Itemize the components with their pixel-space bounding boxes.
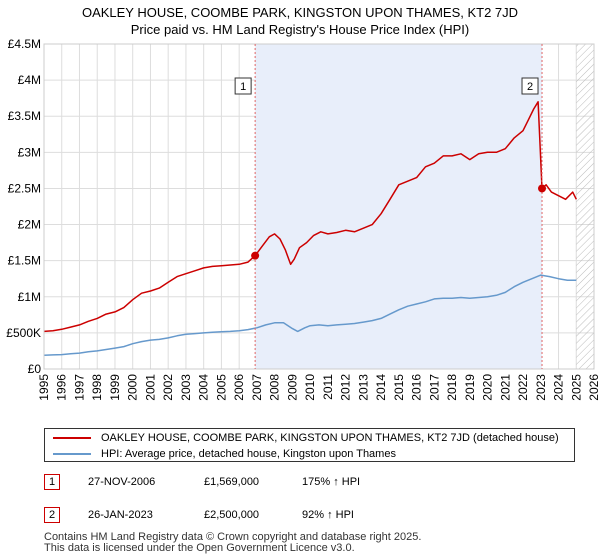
sale-price: £2,500,000 [204,509,260,521]
legend-swatch-hpi [53,453,91,455]
y-tick-label: £3M [18,145,41,159]
plot-frame [43,43,595,370]
shaded-period [255,44,594,369]
x-tick-label: 2023 [534,374,548,401]
series-line [43,274,577,357]
legend-label-property: OAKLEY HOUSE, COOMBE PARK, KINGSTON UPON… [101,432,559,444]
sale-price: £1,569,000 [204,476,260,488]
x-tick-label: 2022 [516,374,530,401]
legend-label-hpi: HPI: Average price, detached house, King… [101,448,396,460]
x-tick-label: 2025 [569,374,583,401]
legend-item-property: OAKLEY HOUSE, COOMBE PARK, KINGSTON UPON… [53,430,559,446]
y-tick-label: £500K [6,326,41,340]
axes: £0 £500K £1M £1.5M £2M £2.5M £3M £3.5M £4M £4.5M 1… [6,37,600,401]
legend: OAKLEY HOUSE, COOMBE PARK, KINGSTON UPON… [44,428,575,462]
x-tick-label: 2017 [427,374,441,401]
x-tick-label: 2008 [268,374,282,401]
x-tick-label: 2015 [392,374,406,401]
x-tick-label: 2012 [339,374,353,401]
x-tick-label: 2013 [356,374,370,401]
x-tick-label: 1999 [108,374,122,401]
sale-marker-badge: 2 [44,507,60,523]
y-tick-label: £2.5M [8,181,41,195]
x-tick-label: 2002 [161,374,175,401]
x-tick-label: 2000 [126,374,140,401]
future-hatch [576,44,594,369]
y-tick-label: £4.5M [8,37,41,51]
price-chart: £0 £500K £1M £1.5M £2M £2.5M £3M £3.5M £4M £4.5M 1… [6,37,600,401]
x-tick-label: 2014 [374,374,388,401]
sale-label-box [521,77,539,95]
sale-date: 26-JAN-2023 [88,509,153,521]
ownership-shade [255,44,543,369]
x-tick-label: 2010 [303,374,317,401]
footer-license: This data is licensed under the Open Gov… [44,542,355,554]
sale-point [538,184,547,193]
x-tick-label: 1998 [90,374,104,401]
y-tick-label: £1M [18,290,41,304]
x-tick-label: 1996 [55,374,69,401]
x-tick-label: 2006 [232,374,246,401]
x-tick-label: 2005 [214,374,228,401]
x-tick-label: 1997 [72,374,86,401]
x-tick-label: 2020 [481,374,495,401]
x-tick-label: 2011 [321,374,335,400]
sale-hpi-change: 92% ↑ HPI [302,509,354,521]
sale-label-box [234,77,252,95]
sale-label-number: 2 [527,81,533,93]
subtitle-line: Price paid vs. HM Land Registry's House … [130,22,470,37]
footer: Contains HM Land Registry data © Crown c… [44,532,421,554]
x-tick-label: 2024 [552,374,566,401]
footer-copyright: Contains HM Land Registry data © Crown c… [44,531,422,543]
y-tick-label: £1.5M [8,254,41,268]
sale-hpi-change: 175% ↑ HPI [302,476,361,488]
y-tick-label: £2M [18,218,41,232]
legend-swatch-property [53,437,91,439]
x-tick-label: 2021 [498,374,512,401]
sale-marker-badge: 1 [44,474,60,490]
x-tick-label: 2003 [179,374,193,401]
series-line [43,101,577,333]
y-tick-label: £0 [28,362,42,376]
x-tick-label: 2009 [285,374,299,401]
x-tick-label: 2019 [463,374,477,401]
x-tick-label: 2004 [197,374,211,401]
x-tick-label: 2001 [143,374,157,401]
x-tick-label: 2016 [410,374,424,401]
title-line: OAKLEY HOUSE, COOMBE PARK, KINGSTON UPON… [81,5,519,20]
sale-point [251,251,260,260]
sale-label-number: 1 [240,81,246,93]
chart-title: OAKLEY HOUSE, COOMBE PARK, KINGSTON UPON… [0,4,600,38]
x-tick-label: 2007 [250,374,264,401]
y-tick-label: £4M [18,73,41,87]
y-tick-label: £3.5M [8,109,41,123]
series-lines [43,101,577,357]
legend-item-hpi: HPI: Average price, detached house, King… [53,446,396,462]
x-tick-label: 1995 [37,374,51,401]
sale-date: 27-NOV-2006 [88,476,156,488]
x-tick-label: 2026 [587,374,600,401]
x-tick-label: 2018 [445,374,459,401]
